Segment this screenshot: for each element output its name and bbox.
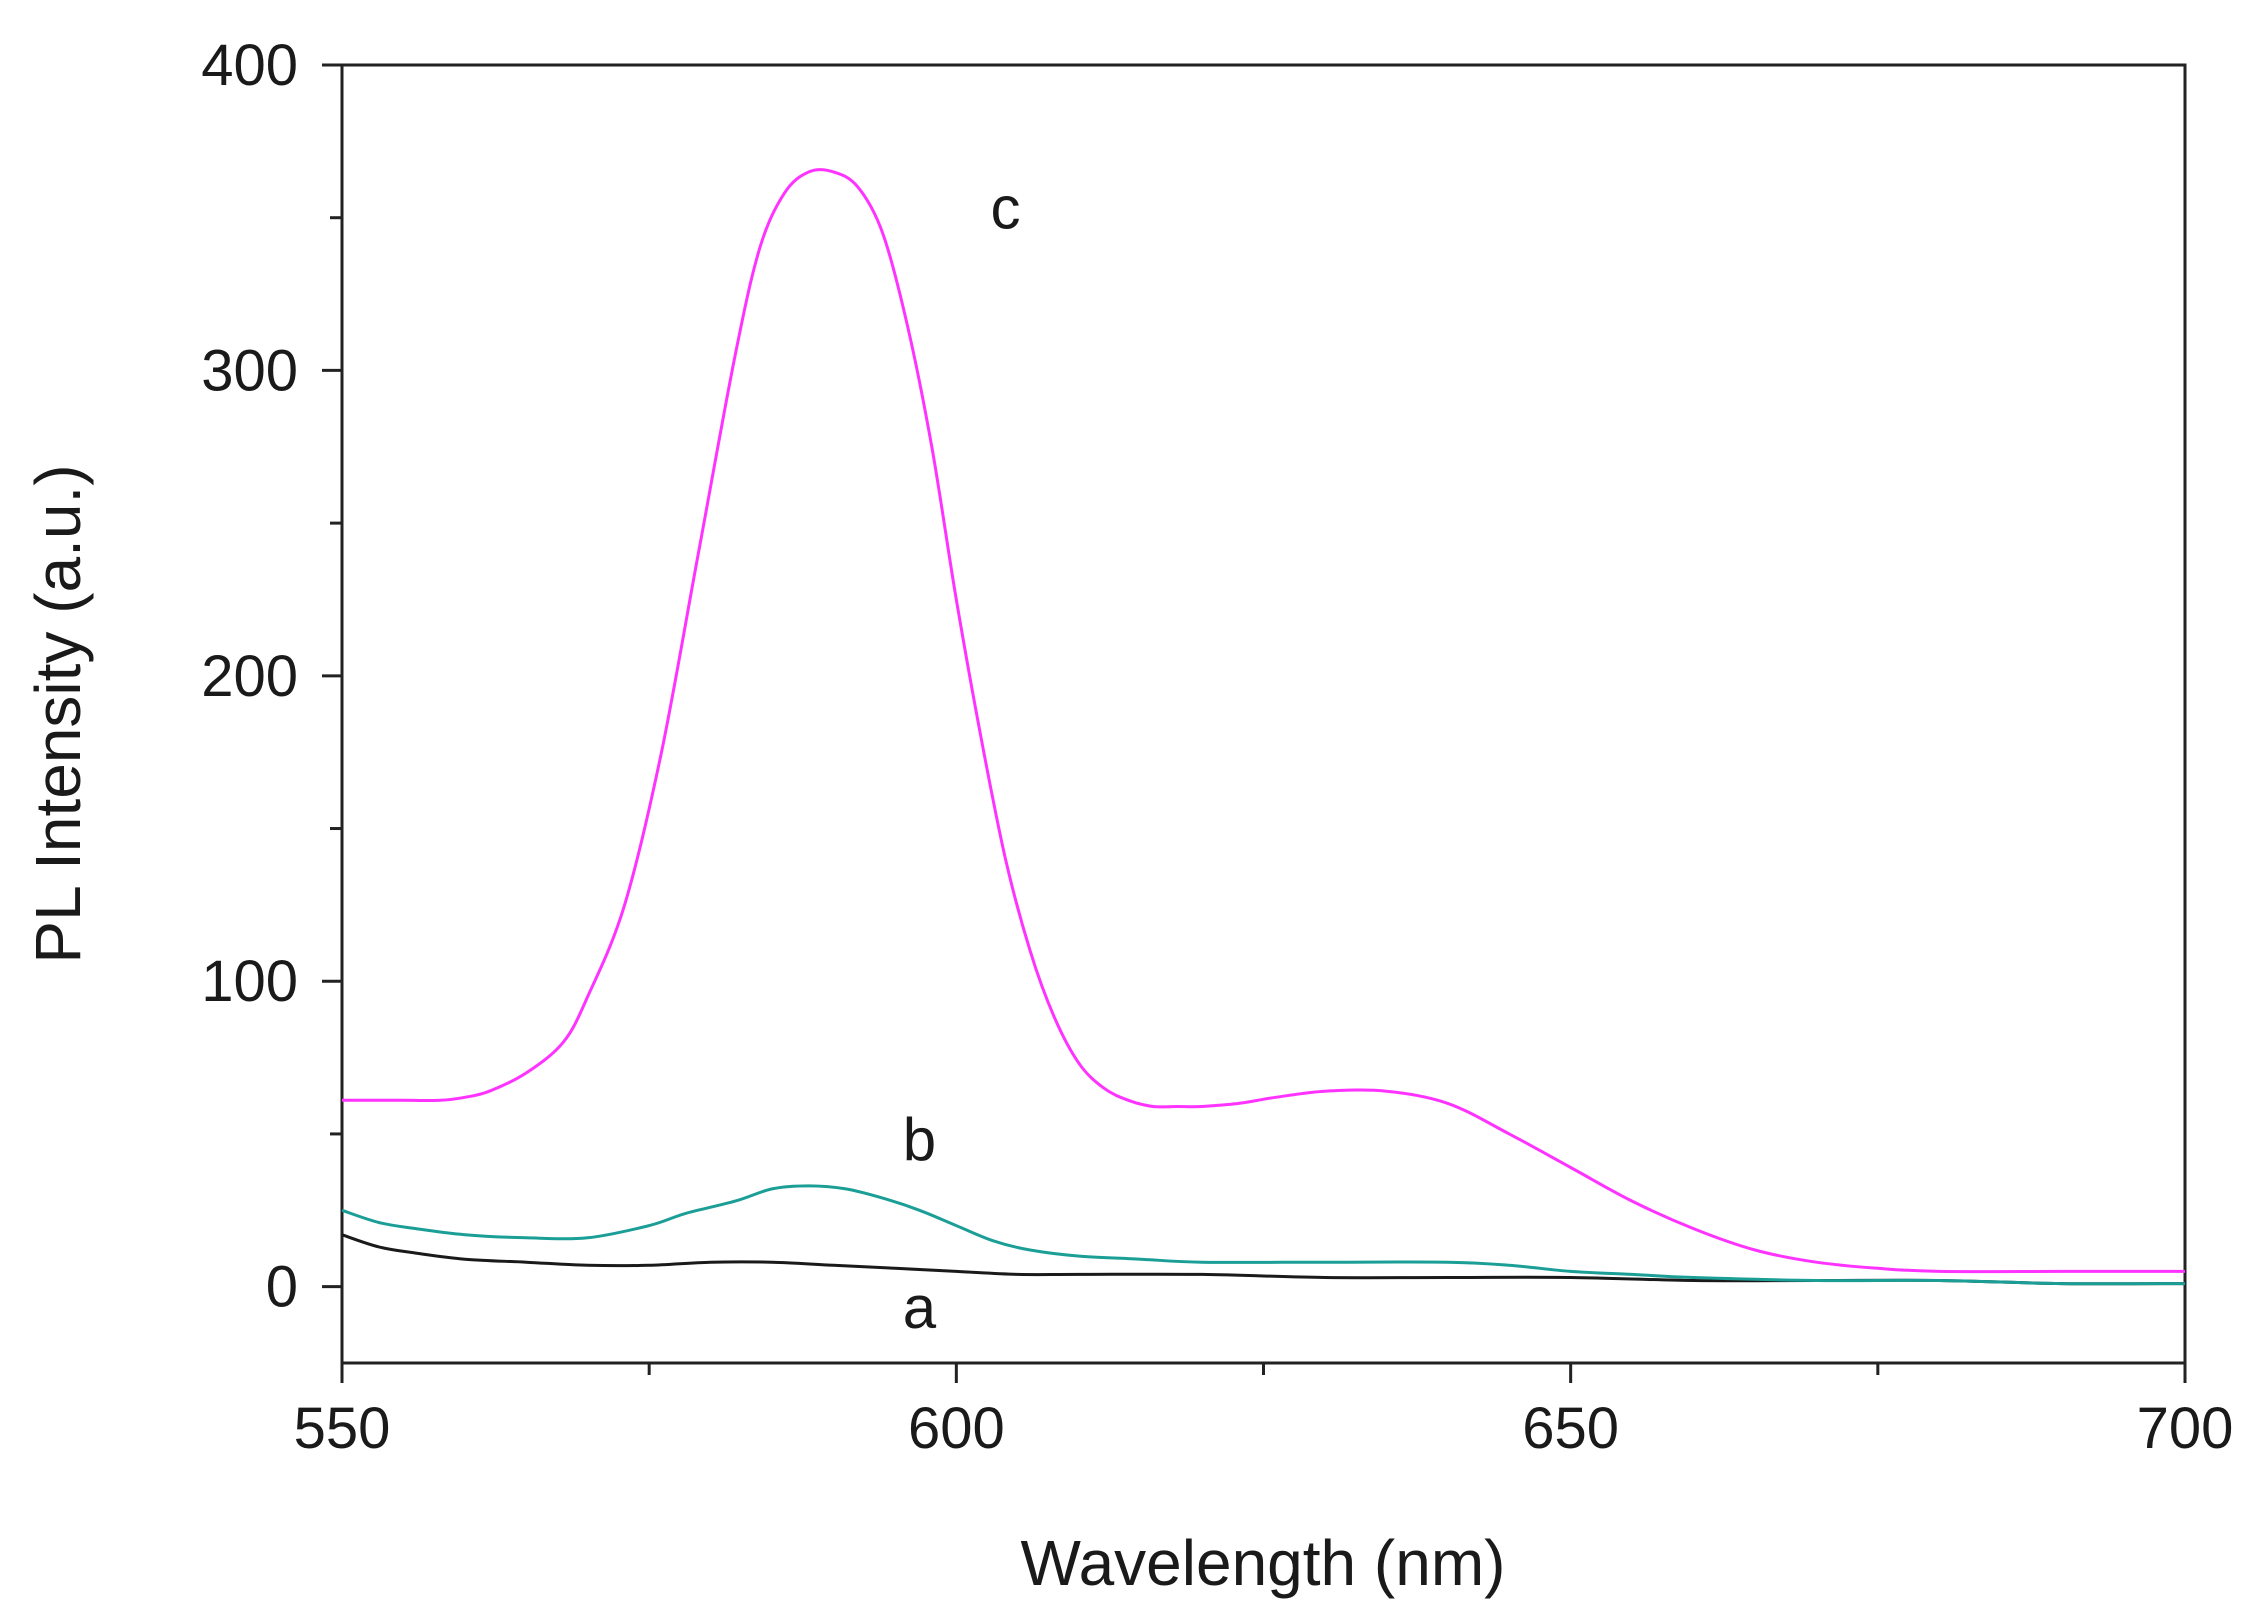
y-axis-title: PL Intensity (a.u.) xyxy=(22,464,94,963)
y-tick-label: 300 xyxy=(201,338,298,403)
series-label-a: a xyxy=(903,1274,937,1341)
y-tick-label: 0 xyxy=(266,1255,298,1320)
series-label-c: c xyxy=(990,175,1020,242)
plot-frame xyxy=(340,63,2187,1365)
x-axis-title: Wavelength (nm) xyxy=(1021,1527,1506,1599)
series-label-b: b xyxy=(903,1106,936,1173)
y-tick-label: 400 xyxy=(201,33,298,98)
series-group xyxy=(341,168,2186,1286)
series-line-b xyxy=(341,1184,2186,1286)
y-tick-label: 100 xyxy=(201,949,298,1014)
x-tick-label: 600 xyxy=(908,1396,1005,1461)
x-tick-label: 550 xyxy=(294,1396,391,1461)
series-line-c xyxy=(341,168,2185,1274)
x-tick-label: 650 xyxy=(1522,1396,1619,1461)
x-tick-label: 700 xyxy=(2137,1396,2234,1461)
y-tick-label: 200 xyxy=(201,644,298,709)
series-line-a xyxy=(341,1233,2186,1286)
axis-ticks: 550 600 650 700 0 100 200 300 400 xyxy=(201,33,2233,1461)
series-labels: a b c xyxy=(903,175,1021,1341)
